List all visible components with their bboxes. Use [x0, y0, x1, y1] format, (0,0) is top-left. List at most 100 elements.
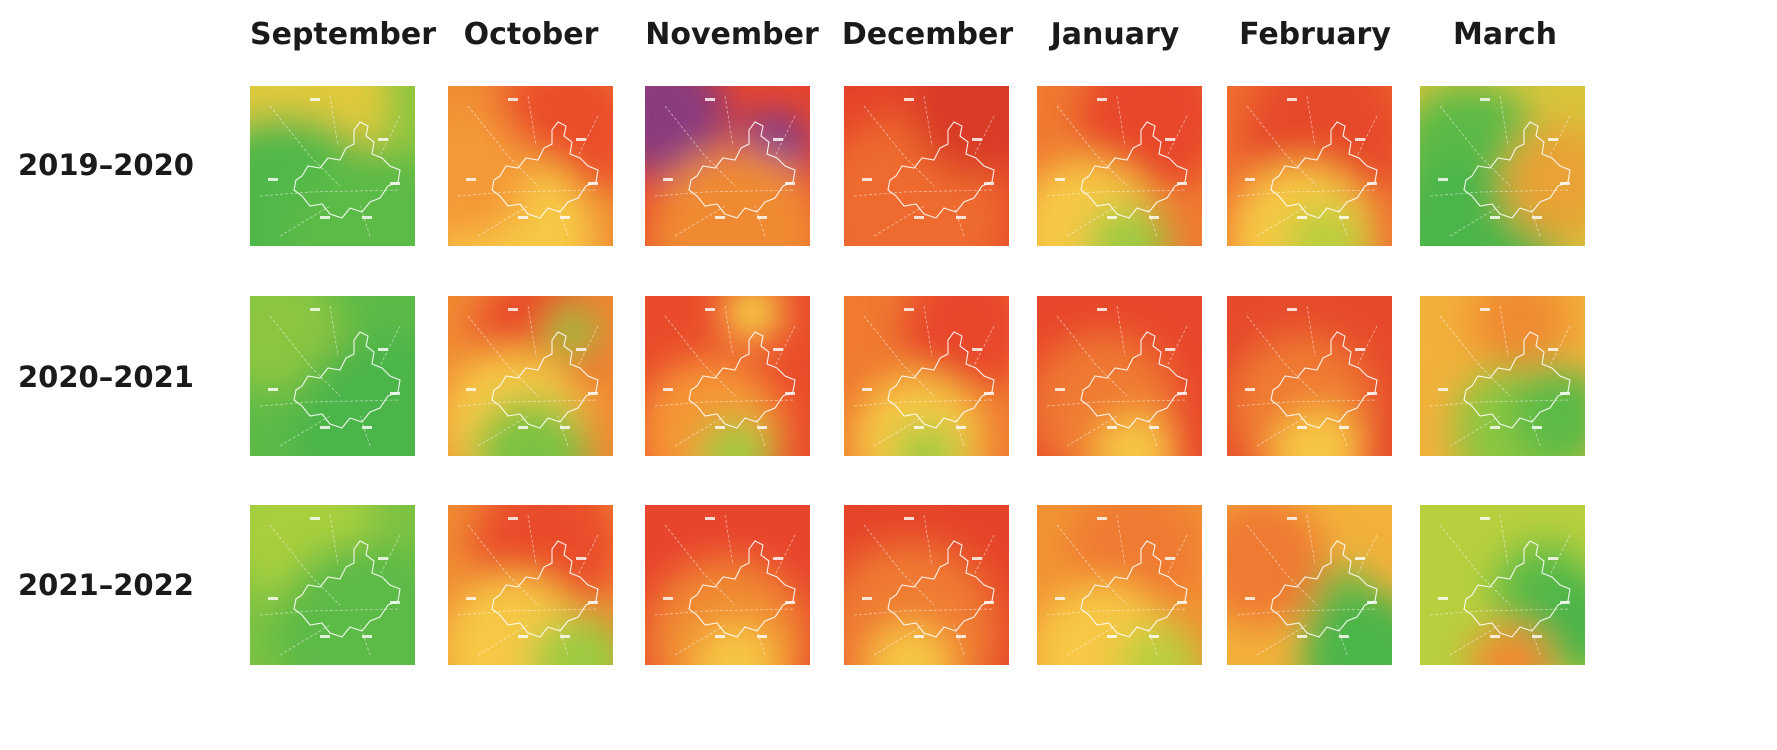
heatmap-map	[844, 86, 1009, 246]
map-label-marker	[362, 426, 372, 429]
map-label-marker	[518, 216, 528, 219]
map-label-marker	[956, 426, 966, 429]
road-line	[557, 624, 569, 656]
heatmap-map	[1037, 86, 1202, 246]
heatmap-color-blob	[291, 333, 415, 456]
heatmap-map	[1227, 505, 1392, 665]
map-label-marker	[1177, 392, 1187, 395]
road-line	[1499, 95, 1509, 147]
map-label-marker	[862, 597, 872, 600]
road-line	[379, 534, 401, 576]
map-label-marker	[390, 601, 400, 604]
heatmap-tile	[844, 86, 1009, 246]
map-label-marker	[1055, 597, 1065, 600]
map-label-marker	[1287, 98, 1297, 101]
road-line	[923, 95, 933, 147]
road-line	[1356, 115, 1378, 157]
map-label-marker	[1107, 426, 1117, 429]
heatmap-color-blob	[1271, 409, 1364, 456]
map-label-marker	[1438, 178, 1448, 181]
road-line	[724, 514, 734, 566]
road-line	[1146, 624, 1158, 656]
road-line	[863, 524, 935, 606]
road-line	[754, 624, 766, 656]
heatmap-tile	[1420, 86, 1585, 246]
map-label-marker	[1355, 138, 1365, 141]
road-line	[359, 624, 371, 656]
map-label-marker	[1548, 557, 1558, 560]
heatmap-map	[1037, 296, 1202, 456]
map-label-marker	[1297, 426, 1307, 429]
road-line	[1529, 415, 1541, 447]
map-label-marker	[757, 426, 767, 429]
road-line	[1166, 534, 1188, 576]
map-label-marker	[972, 348, 982, 351]
city-boundary	[293, 540, 401, 638]
map-label-marker	[1490, 216, 1500, 219]
map-label-marker	[1245, 388, 1255, 391]
map-label-marker	[984, 601, 994, 604]
map-label-marker	[1287, 308, 1297, 311]
heatmap-map	[448, 296, 613, 456]
heatmap-tile	[1037, 296, 1202, 456]
city-boundary	[887, 540, 995, 638]
road-line	[1306, 514, 1316, 566]
heatmap-map	[1420, 86, 1585, 246]
road-line	[1429, 608, 1571, 616]
city-boundary	[293, 331, 401, 429]
map-label-marker	[1548, 348, 1558, 351]
map-label-marker	[508, 98, 518, 101]
map-label-marker	[1165, 138, 1175, 141]
map-label-marker	[705, 98, 715, 101]
map-label-marker	[378, 138, 388, 141]
map-label-marker	[785, 601, 795, 604]
heatmap-map	[250, 86, 415, 246]
heatmap-color-blob	[448, 108, 531, 240]
map-label-marker	[663, 388, 673, 391]
map-label-marker	[972, 138, 982, 141]
road-line	[1336, 205, 1348, 237]
heatmap-map	[448, 86, 613, 246]
heatmap-color-blob	[1510, 366, 1585, 456]
map-label-marker	[518, 635, 528, 638]
heatmap-color-blob	[1469, 296, 1569, 370]
city-boundary	[1463, 121, 1571, 219]
map-label-marker	[773, 557, 783, 560]
map-label-marker	[1097, 308, 1107, 311]
road-line	[1236, 608, 1378, 616]
map-label-marker	[785, 182, 795, 185]
road-line	[467, 524, 539, 606]
road-line	[953, 624, 965, 656]
map-label-marker	[1245, 178, 1255, 181]
road-line	[1499, 305, 1509, 357]
road-line	[664, 105, 736, 187]
heatmap-color-blob	[547, 306, 597, 356]
map-label-marker	[1097, 98, 1107, 101]
map-label-marker	[984, 392, 994, 395]
road-line	[329, 305, 339, 357]
map-label-marker	[972, 557, 982, 560]
road-line	[1439, 105, 1511, 187]
map-label-marker	[320, 216, 330, 219]
road-line	[1336, 624, 1348, 656]
map-label-marker	[1297, 635, 1307, 638]
road-line	[1356, 325, 1378, 367]
map-label-marker	[663, 178, 673, 181]
road-line	[467, 105, 539, 187]
heatmap-color-blob	[1086, 204, 1170, 246]
road-line	[1429, 189, 1571, 197]
city-boundary	[491, 331, 599, 429]
map-label-marker	[1480, 517, 1490, 520]
road-line	[467, 315, 539, 397]
road-line	[1166, 325, 1188, 367]
heatmap-map	[1420, 505, 1585, 665]
road-line	[923, 305, 933, 357]
heatmap-map	[250, 296, 415, 456]
road-line	[754, 415, 766, 447]
road-line	[1549, 325, 1571, 367]
map-label-marker	[1165, 348, 1175, 351]
map-label-marker	[378, 557, 388, 560]
road-line	[664, 524, 736, 606]
city-boundary	[1270, 121, 1378, 219]
heatmap-tile	[645, 86, 810, 246]
